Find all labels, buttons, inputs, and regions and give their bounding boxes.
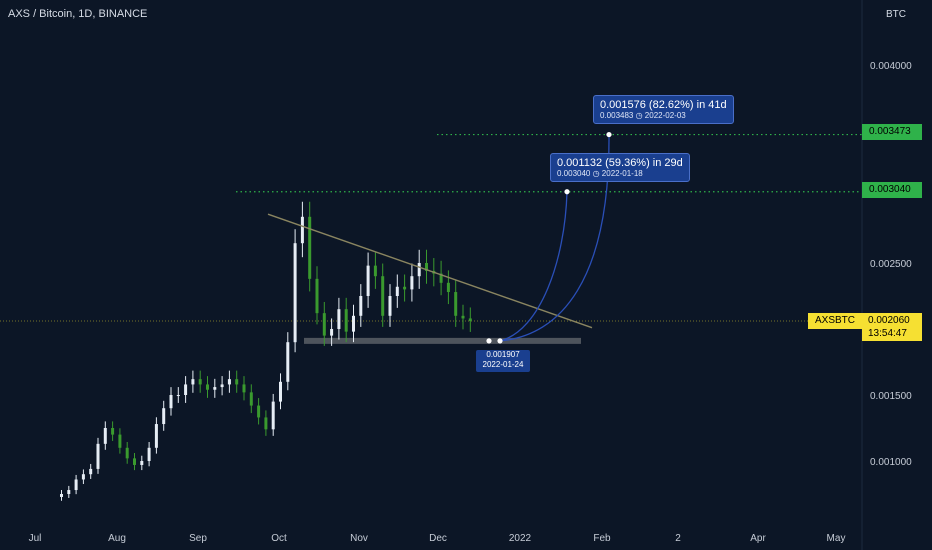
- candle-body: [154, 424, 158, 448]
- y-tick-label: 0.001000: [870, 457, 912, 468]
- x-tick-label: Apr: [750, 533, 766, 544]
- candle-body: [286, 342, 290, 382]
- candle-body: [425, 263, 428, 271]
- projection-origin: [486, 338, 492, 344]
- candle-body: [111, 428, 115, 435]
- candle-body: [337, 309, 341, 329]
- candle-body: [133, 458, 136, 465]
- projection-detail: 0.003483 ◷ 2022-02-03: [600, 111, 686, 120]
- candle-body: [300, 216, 304, 244]
- x-tick-label: 2: [675, 533, 681, 544]
- candle-body: [395, 286, 399, 296]
- candle-body: [242, 384, 246, 393]
- projection-curve: [499, 191, 568, 342]
- x-tick-label: 2022: [509, 533, 532, 544]
- candle-body: [213, 387, 217, 390]
- projection-box-41d: 0.001576 (82.62%) in 41d 0.003483 ◷ 2022…: [593, 95, 734, 124]
- level-tag-upper: 0.003473: [862, 124, 922, 140]
- projection-point: [564, 189, 570, 195]
- y-tick-label: 0.001500: [870, 391, 912, 402]
- candle-body: [140, 461, 144, 465]
- candle-body: [74, 479, 78, 491]
- candle-body: [147, 447, 151, 461]
- projection-box-29d: 0.001132 (59.36%) in 29d 0.003040 ◷ 2022…: [550, 153, 690, 182]
- candle-body: [373, 265, 377, 277]
- candle-body: [206, 384, 209, 390]
- candle-body: [366, 265, 370, 296]
- x-tick-label: Jul: [29, 533, 42, 544]
- projection-origin: [497, 338, 503, 344]
- candle-body: [198, 379, 202, 385]
- candle-body: [439, 273, 443, 283]
- candle-body: [352, 315, 355, 332]
- x-tick-label: Aug: [108, 533, 126, 544]
- candle-body: [322, 313, 326, 336]
- candle-body: [103, 428, 107, 444]
- candle-body: [359, 296, 363, 316]
- projection-origin-box: 0.001907 2022-01-24: [476, 350, 530, 372]
- candle-body: [461, 315, 465, 319]
- y-tick-label: 0.002500: [870, 259, 912, 270]
- x-tick-label: Sep: [189, 533, 207, 544]
- candle-body: [118, 434, 122, 448]
- candle-body: [89, 468, 93, 475]
- candle-body: [184, 384, 188, 395]
- support-zone: [304, 337, 581, 344]
- candle-body: [60, 494, 63, 497]
- candle-body: [235, 379, 239, 385]
- candle-body: [191, 379, 195, 385]
- level-tag-lower: 0.003040: [862, 182, 922, 198]
- x-tick-label: Feb: [593, 533, 611, 544]
- candle-body: [264, 417, 268, 430]
- candle-body: [257, 405, 261, 418]
- candle-body: [315, 278, 319, 314]
- candle-body: [417, 263, 421, 277]
- candle-body: [410, 276, 414, 290]
- candle-body: [220, 384, 224, 388]
- candle-body: [279, 381, 282, 402]
- candle-body: [81, 474, 85, 480]
- candle-body: [67, 490, 71, 494]
- candle-body: [381, 276, 385, 316]
- candle-body: [293, 243, 297, 343]
- candle-body: [169, 395, 173, 409]
- candle-body: [308, 216, 312, 279]
- bar-countdown: 13:54:47: [868, 328, 907, 339]
- chart-title: AXS / Bitcoin, 1D, BINANCE: [8, 8, 148, 20]
- projection-point: [606, 131, 612, 138]
- price-unit: BTC: [886, 9, 906, 20]
- x-tick-label: Oct: [271, 533, 287, 544]
- origin-price: 0.001907: [486, 350, 520, 359]
- candle-body: [344, 309, 348, 332]
- current-price-value: 0.002060: [868, 315, 910, 326]
- candle-body: [403, 286, 407, 290]
- symbol-tag: AXSBTC: [808, 313, 862, 329]
- x-tick-label: Nov: [350, 533, 368, 544]
- projection-label: 0.001576 (82.62%) in 41d: [600, 99, 727, 111]
- candle-body: [125, 447, 129, 459]
- candle-body: [446, 282, 450, 293]
- candle-body: [330, 329, 334, 336]
- candle-body: [271, 401, 275, 430]
- origin-date: 2022-01-24: [482, 360, 524, 369]
- current-price-tag: 0.002060 13:54:47: [862, 313, 922, 341]
- projection-label: 0.001132 (59.36%) in 29d: [557, 157, 683, 169]
- candle-body: [388, 296, 392, 316]
- candle-body: [249, 392, 253, 406]
- candle-body: [454, 292, 458, 316]
- candle-body: [227, 379, 231, 385]
- x-tick-label: Dec: [429, 533, 447, 544]
- projection-detail: 0.003040 ◷ 2022-01-18: [557, 169, 643, 178]
- candle-body: [162, 408, 166, 425]
- y-tick-label: 0.004000: [870, 61, 912, 72]
- candle-body: [468, 318, 472, 322]
- x-tick-label: May: [827, 533, 846, 544]
- candle-body: [96, 443, 100, 469]
- projection-curve: [499, 134, 610, 342]
- candle-body: [176, 395, 180, 396]
